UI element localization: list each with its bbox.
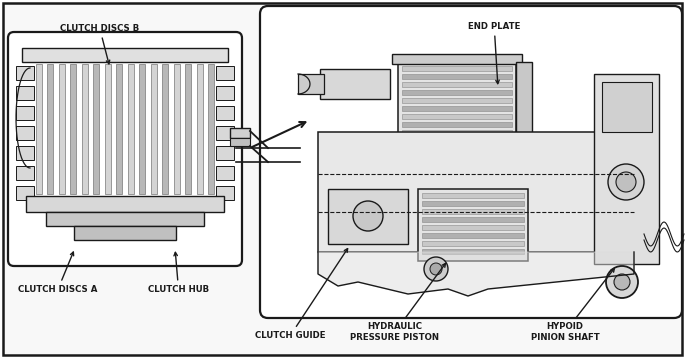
Bar	[151, 64, 157, 194]
Bar	[230, 128, 250, 138]
Bar	[402, 98, 512, 103]
Text: CLUTCH DISCS B: CLUTCH DISCS B	[60, 24, 139, 64]
Bar	[16, 66, 34, 80]
Circle shape	[424, 257, 448, 281]
Polygon shape	[318, 252, 634, 296]
Bar	[402, 130, 512, 135]
FancyBboxPatch shape	[260, 6, 682, 318]
Bar	[398, 62, 516, 142]
FancyBboxPatch shape	[3, 3, 682, 355]
Bar	[16, 106, 34, 120]
Bar	[216, 126, 234, 140]
Bar	[402, 74, 512, 79]
Bar	[16, 146, 34, 160]
Bar	[392, 54, 522, 64]
Bar	[318, 132, 634, 252]
Bar	[26, 196, 224, 212]
Circle shape	[430, 263, 442, 275]
Bar	[422, 233, 524, 238]
Bar	[127, 64, 134, 194]
Bar	[402, 66, 512, 71]
Bar	[197, 64, 203, 194]
Bar	[185, 64, 191, 194]
Text: CLUTCH DISCS A: CLUTCH DISCS A	[18, 252, 97, 295]
Bar	[422, 201, 524, 206]
Bar	[71, 64, 77, 194]
Bar	[216, 66, 234, 80]
Bar	[173, 64, 179, 194]
Bar	[422, 225, 524, 230]
Bar	[139, 64, 145, 194]
Bar	[46, 212, 204, 226]
Circle shape	[616, 172, 636, 192]
Bar	[16, 126, 34, 140]
Text: HYDRAULIC
PRESSURE PISTON: HYDRAULIC PRESSURE PISTON	[351, 263, 445, 342]
Bar	[230, 138, 250, 146]
Text: CLUTCH GUIDE: CLUTCH GUIDE	[255, 248, 347, 340]
Bar	[216, 166, 234, 180]
Bar	[422, 209, 524, 214]
Bar	[216, 146, 234, 160]
Bar	[16, 86, 34, 100]
Bar	[402, 106, 512, 111]
Bar	[402, 122, 512, 127]
Bar	[402, 90, 512, 95]
Bar	[216, 106, 234, 120]
Bar	[594, 74, 659, 264]
Bar	[105, 64, 111, 194]
Bar	[116, 64, 122, 194]
Circle shape	[606, 266, 638, 298]
Bar	[418, 189, 528, 261]
Bar	[16, 166, 34, 180]
Bar	[320, 69, 390, 99]
FancyBboxPatch shape	[8, 32, 242, 266]
Circle shape	[614, 274, 630, 290]
Bar	[422, 193, 524, 198]
Bar	[36, 64, 42, 194]
Circle shape	[353, 201, 383, 231]
Bar	[516, 62, 532, 142]
Bar	[422, 217, 524, 222]
Bar	[298, 74, 324, 94]
Bar	[208, 64, 214, 194]
Bar	[93, 64, 99, 194]
Bar	[47, 64, 53, 194]
Text: CLUTCH HUB: CLUTCH HUB	[148, 252, 209, 295]
Bar	[216, 86, 234, 100]
Bar	[82, 64, 88, 194]
Bar	[16, 186, 34, 200]
Bar	[162, 64, 168, 194]
Bar	[402, 114, 512, 119]
Bar	[422, 249, 524, 254]
Bar	[22, 48, 228, 62]
Bar	[74, 226, 176, 240]
Bar	[402, 82, 512, 87]
Bar	[216, 186, 234, 200]
Bar	[602, 82, 652, 132]
Bar	[328, 189, 408, 244]
Circle shape	[608, 164, 644, 200]
Bar	[422, 241, 524, 246]
Bar	[59, 64, 65, 194]
Text: END PLATE: END PLATE	[468, 21, 521, 84]
Text: HYPOID
PINION SHAFT: HYPOID PINION SHAFT	[531, 268, 614, 342]
